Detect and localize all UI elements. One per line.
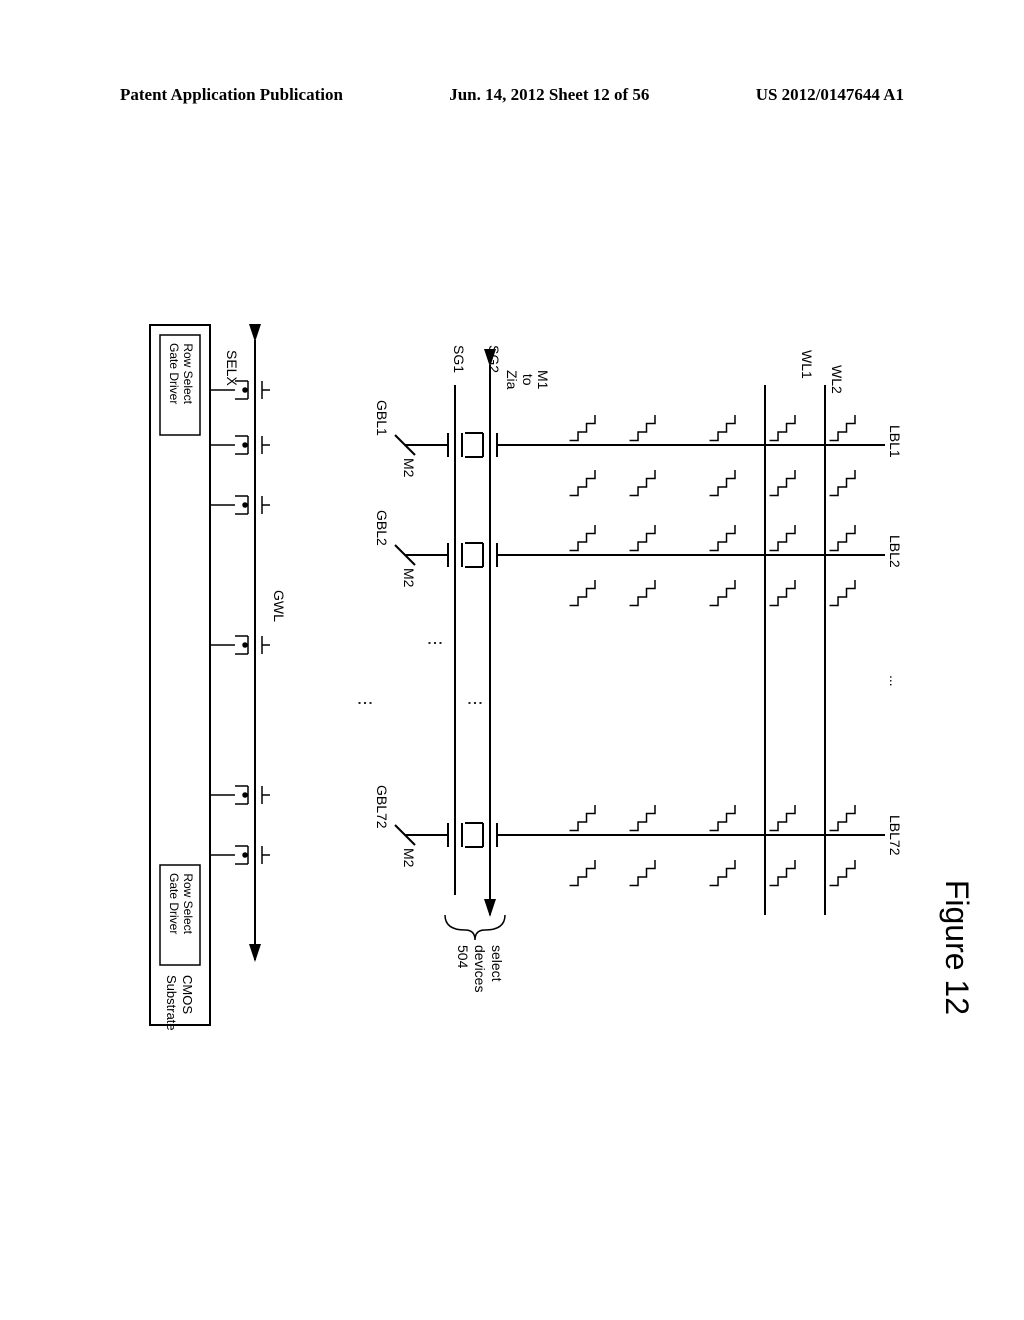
- label-sg2: SG2: [486, 345, 502, 373]
- label-gwl: GWL: [271, 590, 287, 622]
- label-row-select-right: Row Select Gate Driver: [166, 873, 195, 934]
- label-gbl72: GBL72: [374, 785, 390, 829]
- header-left: Patent Application Publication: [120, 85, 343, 105]
- label-dots-top: ...: [887, 675, 903, 687]
- label-cmos: CMOS Substrate: [164, 975, 195, 1031]
- label-gbl2: GBL2: [374, 510, 390, 546]
- label-wl2: WL2: [829, 365, 845, 394]
- label-m2-3: M2: [401, 848, 417, 867]
- page-header: Patent Application Publication Jun. 14, …: [0, 85, 1024, 105]
- label-wl1: WL1: [799, 350, 815, 379]
- label-sg1: SG1: [451, 345, 467, 373]
- label-m2-1: M2: [401, 458, 417, 477]
- label-gbl1: GBL1: [374, 400, 390, 436]
- label-row-select-left: Row Select Gate Driver: [166, 343, 195, 404]
- header-center: Jun. 14, 2012 Sheet 12 of 56: [449, 85, 649, 105]
- header-right: US 2012/0147644 A1: [756, 85, 904, 105]
- label-lbl72: LBL72: [887, 815, 903, 855]
- label-m2-2: M2: [401, 568, 417, 587]
- label-dots-mid1: ⋮: [425, 635, 445, 651]
- label-select-devices: select devices 504: [455, 945, 505, 992]
- label-lbl1: LBL1: [887, 425, 903, 458]
- label-lbl2: LBL2: [887, 535, 903, 568]
- label-selx: SELX: [224, 350, 240, 386]
- circuit-diagram: [75, 295, 945, 1055]
- figure-12: Figure 12: [75, 295, 945, 1055]
- label-m1-to-zia: M1 to Zia: [504, 370, 550, 389]
- label-dots-mid3: ⋮: [465, 695, 485, 711]
- label-dots-mid2: ⋮: [355, 695, 375, 711]
